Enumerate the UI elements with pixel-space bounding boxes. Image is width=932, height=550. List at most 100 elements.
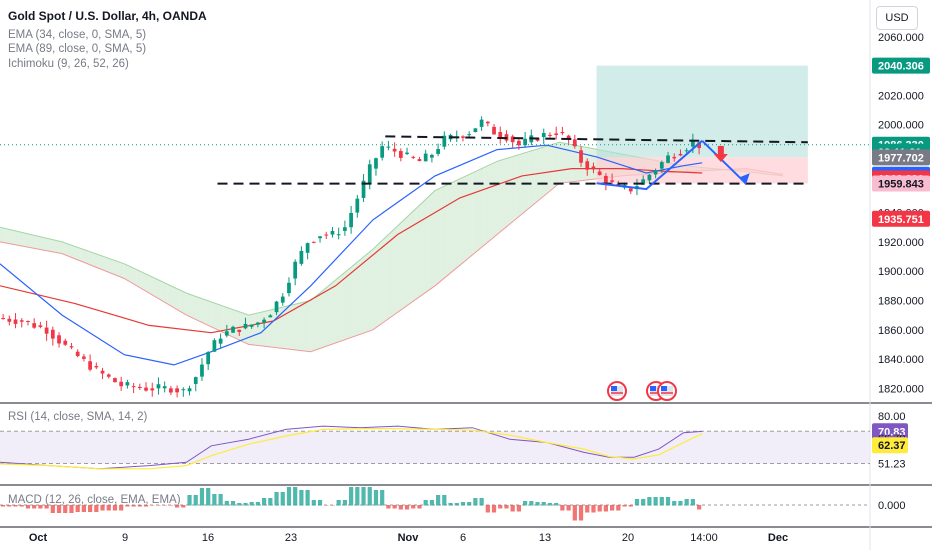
legend-rsi[interactable]: RSI (14, close, SMA, 14, 2) (8, 411, 148, 423)
cloud-segment (267, 309, 274, 348)
macd-bar (672, 501, 677, 506)
price-tag (872, 149, 930, 166)
candle-body (411, 156, 416, 158)
cloud-segment (124, 263, 131, 283)
cloud-segment (49, 238, 56, 253)
candle-body (386, 146, 391, 148)
macd-bar (218, 494, 223, 506)
macd-bar (535, 502, 540, 506)
candle-body (510, 136, 515, 143)
macd-bar (442, 495, 447, 506)
cloud-segment (341, 269, 348, 341)
candle-body (193, 377, 198, 384)
target-zone (596, 65, 808, 158)
candle-body (560, 132, 565, 134)
candle-body (187, 388, 192, 392)
macd-bar (324, 505, 329, 506)
candle-body (641, 179, 646, 185)
us-flag-event-icon[interactable] (607, 381, 627, 401)
macd-bar (423, 500, 428, 506)
cloud-segment (236, 310, 243, 342)
candle-body (535, 139, 540, 141)
cloud-segment (515, 153, 522, 220)
cloud-segment (571, 144, 578, 182)
cloud-segment (304, 300, 311, 352)
rsi-band (0, 431, 870, 464)
candle-body (106, 374, 111, 377)
macd-bar (19, 505, 24, 507)
candle-body (585, 161, 590, 170)
cloud-segment (385, 231, 392, 321)
time-tick-label: 9 (122, 532, 128, 544)
currency-button[interactable]: USD (876, 6, 918, 30)
macd-bar (311, 500, 316, 506)
candle-body (405, 152, 409, 154)
macd-bar (485, 505, 490, 513)
macd-bar (69, 505, 74, 513)
ema34-line (0, 144, 703, 366)
macd-bar (206, 488, 211, 506)
macd-bar (305, 490, 310, 506)
macd-bar (641, 499, 646, 506)
legend-ichimoku[interactable]: Ichimoku (9, 26, 52, 26) (8, 58, 129, 70)
cloud-segment (348, 264, 355, 339)
candle-body (144, 387, 148, 391)
cloud-segment (186, 293, 193, 319)
candle-body (361, 180, 366, 198)
macd-bar (504, 505, 509, 509)
time-tick-label: Dec (768, 532, 788, 544)
price-tick-label: 1880.000 (878, 295, 924, 307)
projection-down (701, 140, 747, 185)
macd-bar (479, 498, 484, 506)
candle-body (691, 140, 695, 147)
candle-body (156, 384, 161, 389)
macd-bar (349, 487, 354, 506)
cloud-segment (447, 181, 454, 276)
cloud-segment (372, 243, 380, 330)
macd-bar (398, 505, 403, 510)
cloud-segment (553, 142, 560, 189)
sell-arrow-icon (713, 153, 728, 162)
cloud-segment (459, 175, 467, 266)
macd-bar (498, 505, 503, 509)
rsi-tag (872, 437, 908, 454)
candle-body (417, 159, 422, 162)
cloud-segment (490, 161, 498, 240)
candle-body (237, 329, 242, 332)
price-tick-label: 1820.000 (878, 383, 924, 395)
time-tick-label: Nov (398, 532, 420, 544)
macd-bar (585, 505, 590, 513)
legend-ema89[interactable]: EMA (89, close, 0, SMA, 5) (8, 43, 146, 55)
us-flag-event-icon[interactable] (657, 381, 677, 401)
cloud-segment (211, 301, 218, 330)
time-tick-label: Oct (29, 532, 48, 544)
rsi-tick-label: 80.00 (878, 411, 906, 423)
chart-title: Gold Spot / U.S. Dollar, 4h, OANDA (8, 9, 207, 23)
cloud-segment (55, 240, 63, 254)
legend-ema34[interactable]: EMA (34, close, 0, SMA, 5) (8, 29, 146, 41)
candle-body (94, 366, 99, 368)
cloud-segment (416, 202, 423, 299)
macd-bar (237, 503, 242, 506)
macd-bar (566, 505, 571, 511)
candle-body (628, 188, 633, 192)
macd-bar (125, 505, 130, 507)
price-tick-label: 1860.000 (878, 325, 924, 337)
candle-body (678, 153, 683, 156)
arrow-head (739, 173, 750, 186)
candle-body (523, 138, 527, 146)
macd-bar (274, 492, 279, 506)
price-axis: 2060.0002040.0002020.0002000.0001980.000… (872, 32, 930, 512)
candle-body (125, 382, 130, 386)
candle-body (430, 154, 434, 158)
cloud-segment (74, 246, 81, 262)
cloud-segment (223, 306, 230, 336)
macd-bar (199, 488, 205, 506)
macd-bar (13, 505, 18, 507)
candle-body (492, 126, 496, 135)
legend-macd[interactable]: MACD (12, 26, close, EMA, EMA) (8, 494, 181, 506)
macd-bar (230, 501, 236, 506)
macd-bar (156, 505, 161, 506)
cloud-segment (559, 142, 566, 184)
